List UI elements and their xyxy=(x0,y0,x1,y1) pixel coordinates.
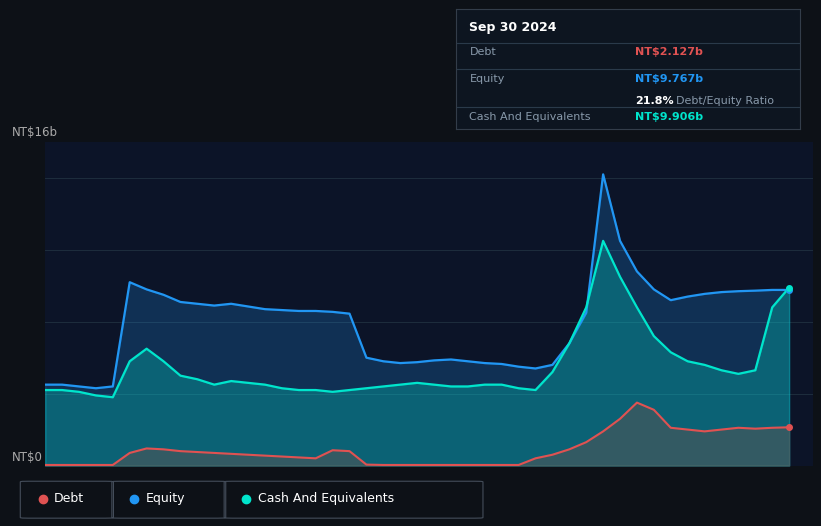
Text: Debt: Debt xyxy=(53,492,84,505)
Text: Debt/Equity Ratio: Debt/Equity Ratio xyxy=(677,96,774,106)
Text: Debt: Debt xyxy=(470,47,496,57)
Text: 2023: 2023 xyxy=(656,492,686,505)
Text: NT$9.906b: NT$9.906b xyxy=(635,112,703,122)
Text: 2021: 2021 xyxy=(521,492,550,505)
Text: Sep 30 2024: Sep 30 2024 xyxy=(470,21,557,34)
Text: NT$0: NT$0 xyxy=(12,451,44,464)
Text: NT$16b: NT$16b xyxy=(12,126,58,139)
Text: 2018: 2018 xyxy=(318,492,347,505)
Text: 2016: 2016 xyxy=(182,492,213,505)
Text: Cash And Equivalents: Cash And Equivalents xyxy=(470,112,591,122)
Text: 2015: 2015 xyxy=(115,492,144,505)
Text: NT$9.767b: NT$9.767b xyxy=(635,74,703,84)
Text: 2024: 2024 xyxy=(723,492,754,505)
Text: 2019: 2019 xyxy=(385,492,415,505)
Text: Cash And Equivalents: Cash And Equivalents xyxy=(258,492,394,505)
Text: 2020: 2020 xyxy=(453,492,483,505)
Text: NT$2.127b: NT$2.127b xyxy=(635,47,703,57)
Text: 2022: 2022 xyxy=(588,492,618,505)
Text: 2017: 2017 xyxy=(250,492,280,505)
Text: Equity: Equity xyxy=(145,492,185,505)
Text: 21.8%: 21.8% xyxy=(635,96,673,106)
Text: Equity: Equity xyxy=(470,74,505,84)
